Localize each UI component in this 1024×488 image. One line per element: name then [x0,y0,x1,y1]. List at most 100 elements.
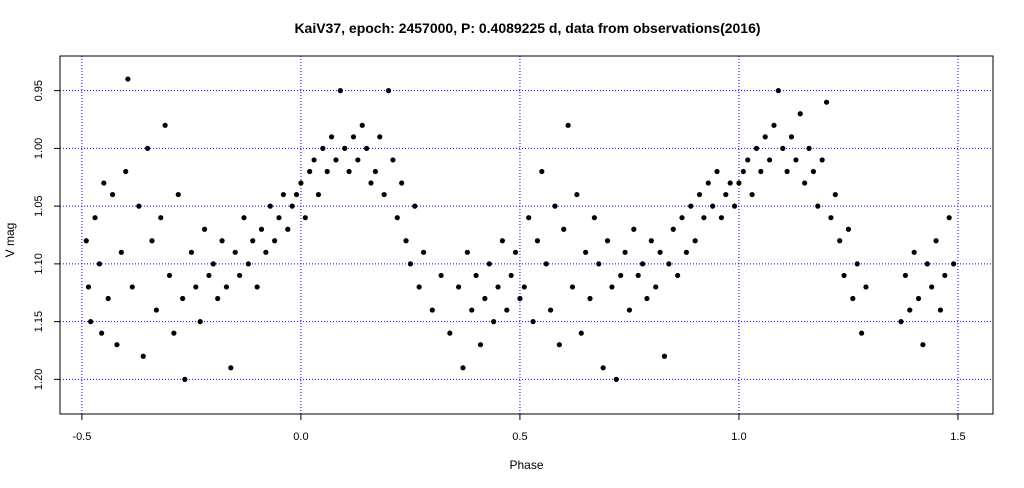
data-point [920,342,926,348]
data-point [858,330,865,336]
x-tick-label: 1.5 [950,431,965,443]
data-point [924,261,930,267]
data-point [596,261,602,267]
data-point [929,284,935,290]
x-axis-ticks: -0.5 0.0 0.5 1.0 1.5 [72,414,966,443]
data-point [683,249,689,255]
data-point [368,180,374,186]
data-point [740,168,746,175]
data-point [600,365,606,371]
data-point [114,342,120,348]
data-point [289,203,295,209]
data-point [653,284,659,290]
plot-frame [59,55,994,415]
y-tick-label: 1.20 [33,369,45,390]
data-point [206,272,212,279]
data-point [942,272,948,279]
data-point [88,319,94,325]
data-point [258,226,265,232]
data-point [828,215,834,221]
data-point [153,307,159,313]
data-point [193,284,199,290]
data-point [215,295,221,302]
data-point [718,215,725,221]
data-point [635,272,641,279]
data-point [767,157,773,163]
data-point [736,180,742,186]
data-point [512,249,519,255]
data-point [613,376,619,382]
data-point [105,295,111,302]
data-point [534,238,541,244]
data-point [307,168,313,175]
data-point [701,215,707,221]
data-point [201,226,208,232]
data-point [675,272,681,279]
y-axis-ticks: 0.95 1.00 1.05 1.10 1.15 1.20 [33,80,60,390]
data-point [385,88,392,94]
y-tick-label: 1.10 [33,253,45,274]
data-point [552,203,558,209]
data-point [129,284,135,290]
data-point [486,261,492,267]
data-point [622,249,628,255]
data-point [810,168,817,175]
y-tick-label: 0.95 [33,80,45,101]
data-point [631,226,637,232]
data-point [355,157,361,163]
data-point [679,215,685,221]
data-point [477,342,484,348]
data-point [902,272,908,279]
data-point [182,376,188,382]
data-point [92,215,98,221]
data-point [166,272,173,279]
data-point [320,145,326,151]
data-point [438,272,444,279]
chart-title: KaiV37, epoch: 2457000, P: 0.4089225 d, … [294,20,761,36]
data-point [583,249,589,255]
data-point [263,249,269,255]
data-point [359,122,365,128]
data-point [250,238,256,244]
data-point [272,238,278,244]
data-point [543,261,549,267]
data-point [118,249,124,255]
data-point [298,180,304,186]
data-point [517,295,523,302]
data-point [565,122,571,128]
data-point [907,307,913,313]
data-point [245,261,251,267]
data-point [753,145,760,151]
data-point [228,365,234,371]
data-point [324,168,330,175]
data-point [403,238,409,244]
data-point [946,215,952,221]
data-point [482,295,488,302]
data-point [407,261,414,267]
data-point [639,261,646,267]
data-point [101,180,107,186]
data-point [302,215,308,221]
data-point [688,203,694,209]
data-point [714,168,720,175]
data-point [657,249,663,255]
data-point [372,168,378,175]
data-point [276,215,282,221]
data-point [346,168,352,175]
data-point [731,203,738,209]
data-point [180,295,186,302]
data-point [784,168,790,175]
data-point [644,295,650,302]
x-tick-label: -0.5 [72,431,91,443]
data-point [333,157,339,163]
data-point [447,330,453,336]
data-point [539,168,545,175]
data-point [648,238,654,244]
data-point [780,145,786,151]
data-point [315,191,322,198]
data-point [109,191,116,198]
data-point [692,238,698,244]
data-point [219,238,225,244]
data-point [915,295,922,302]
data-point [123,168,129,175]
